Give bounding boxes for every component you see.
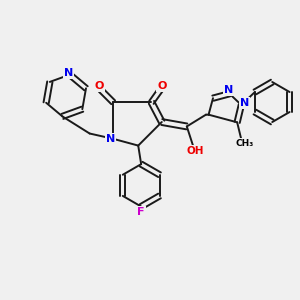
Text: N: N	[64, 68, 73, 78]
Text: F: F	[137, 207, 145, 217]
Text: OH: OH	[186, 146, 203, 156]
Text: CH₃: CH₃	[236, 139, 254, 148]
Text: O: O	[95, 81, 104, 92]
Text: N: N	[106, 134, 115, 144]
Text: N: N	[224, 85, 233, 95]
Text: O: O	[157, 81, 167, 92]
Text: N: N	[240, 98, 250, 108]
